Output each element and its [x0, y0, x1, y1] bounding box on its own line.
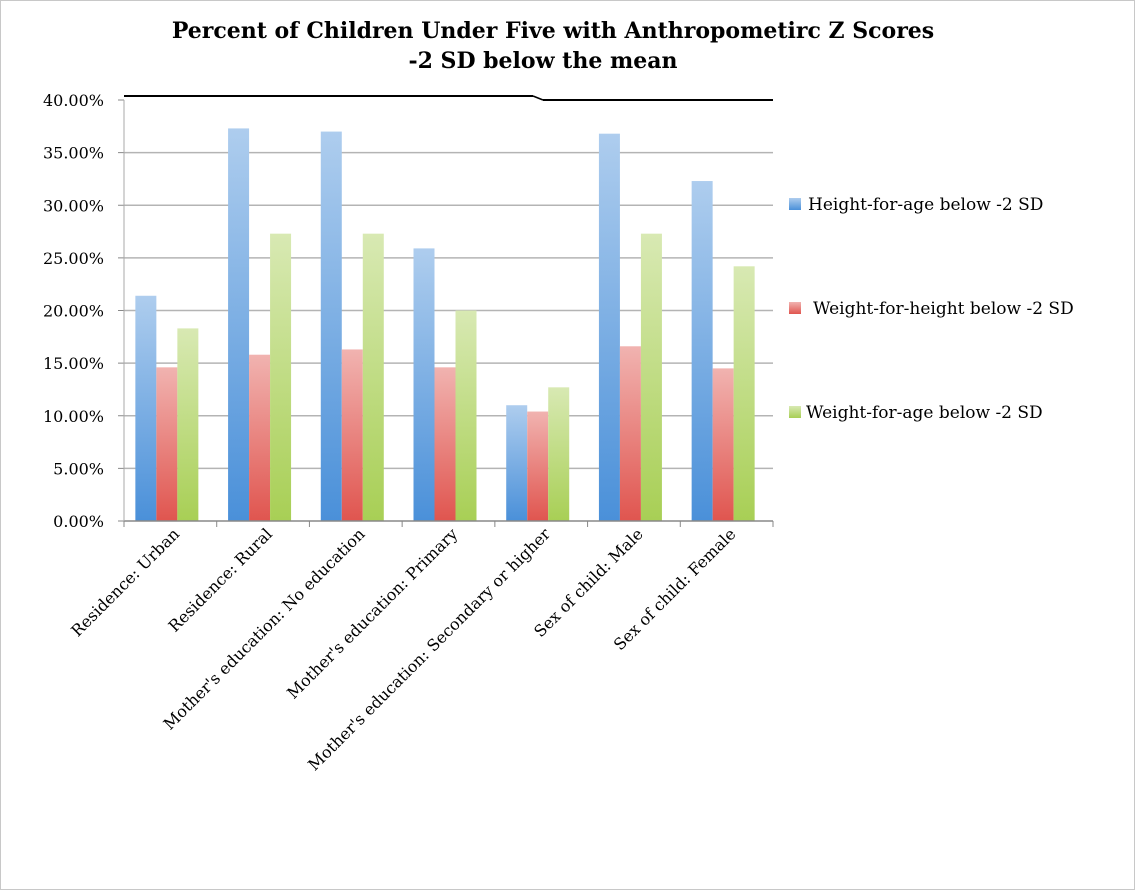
bar	[156, 367, 178, 521]
bar	[177, 328, 199, 521]
bar	[455, 310, 477, 521]
bar	[640, 233, 662, 522]
bar	[598, 133, 620, 521]
bars	[135, 128, 755, 522]
chart-title-line-1: Percent of Children Under Five with Anth…	[172, 18, 934, 44]
legend-swatch	[789, 302, 801, 314]
legend-label: Weight-for-height below -2 SD	[813, 299, 1074, 319]
bar	[733, 266, 755, 521]
y-tick-label: 5.00%	[53, 459, 104, 478]
bar	[548, 387, 570, 521]
bar	[434, 367, 456, 521]
bar	[249, 354, 271, 521]
y-axis-ticks: 0.00% 5.00% 10.00% 15.00% 20.00% 25.00% 30.00%…	[43, 91, 104, 531]
y-tick-label: 30.00%	[43, 196, 104, 215]
bar	[413, 248, 435, 521]
chart-title-line-2: -2 SD below the mean	[408, 48, 677, 74]
y-tick-label: 10.00%	[43, 407, 104, 426]
bar	[506, 405, 528, 521]
legend-label: Weight-for-age below -2 SD	[806, 403, 1043, 423]
legend-swatch	[789, 198, 801, 210]
bar	[691, 181, 713, 522]
bar	[712, 368, 734, 521]
bar	[135, 295, 157, 521]
legend-label: Height-for-age below -2 SD	[808, 195, 1043, 215]
bar	[362, 233, 384, 522]
y-tick-label: 35.00%	[43, 144, 104, 163]
bar	[341, 349, 363, 521]
y-tick-label: 20.00%	[43, 302, 104, 321]
legend-swatch	[789, 406, 801, 418]
bar	[270, 233, 292, 522]
y-tick-label: 0.00%	[53, 512, 104, 531]
x-category-label: Mother's education: Primary	[283, 524, 461, 702]
y-tick-label: 40.00%	[43, 91, 104, 110]
bar	[619, 346, 641, 521]
bar	[320, 131, 342, 521]
legend: Height-for-age below -2 SD Weight-for-hei…	[789, 195, 1074, 423]
y-tick-label: 25.00%	[43, 249, 104, 268]
y-tick-label: 15.00%	[43, 354, 104, 373]
bar	[228, 128, 250, 522]
axes	[123, 100, 774, 527]
bar	[527, 411, 549, 521]
top-gridline-step	[532, 95, 544, 101]
x-category-label: Mother's education: No education	[159, 524, 368, 733]
